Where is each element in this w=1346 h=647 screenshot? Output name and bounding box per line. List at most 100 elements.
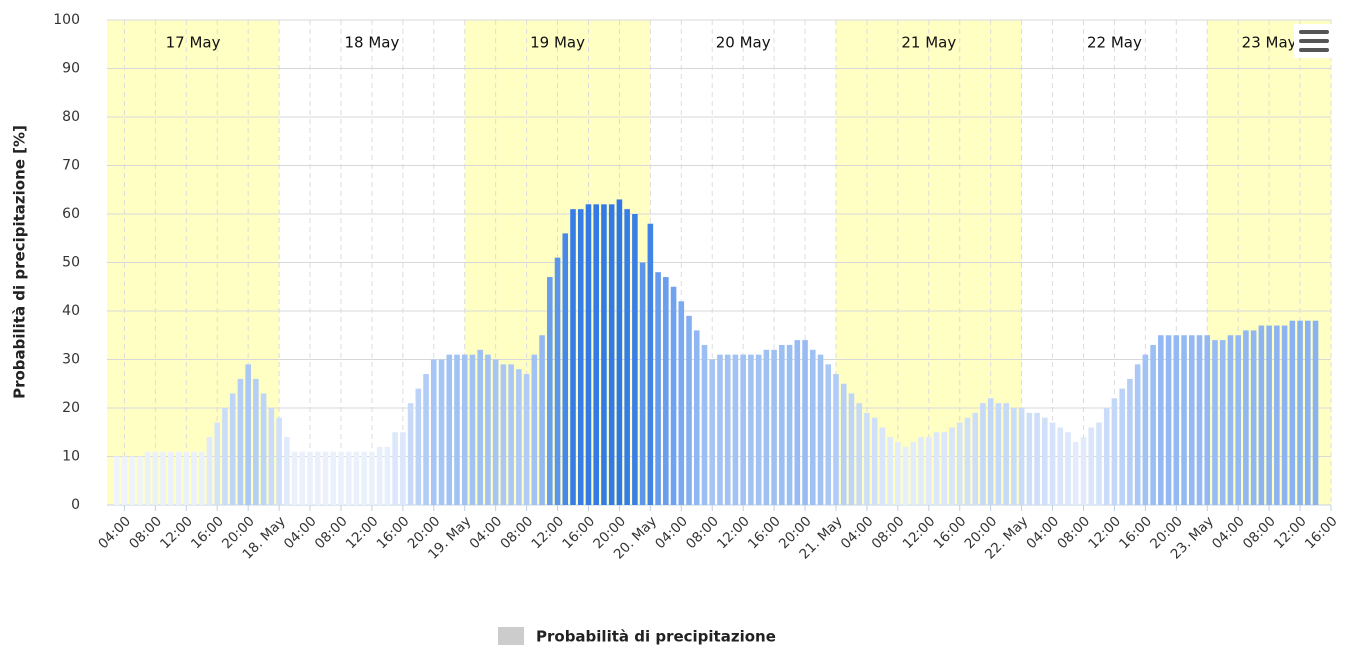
bar bbox=[794, 340, 801, 505]
bar bbox=[663, 277, 669, 505]
y-tick-label: 40 bbox=[62, 303, 80, 319]
bar bbox=[755, 354, 762, 505]
bar bbox=[817, 354, 824, 505]
bar bbox=[840, 383, 847, 505]
bar bbox=[585, 204, 592, 506]
bar bbox=[1173, 335, 1180, 505]
bar bbox=[1127, 378, 1133, 505]
bar bbox=[926, 437, 932, 505]
bar bbox=[825, 364, 832, 505]
bar bbox=[987, 398, 994, 505]
x-tick-label: 16:00 bbox=[1302, 513, 1341, 552]
x-tick-label: 12:00 bbox=[528, 513, 567, 552]
bar bbox=[1057, 427, 1064, 505]
bar bbox=[1165, 335, 1172, 505]
bar bbox=[461, 354, 468, 505]
bar bbox=[446, 354, 453, 505]
bar bbox=[639, 262, 646, 505]
bar bbox=[1289, 320, 1296, 505]
bar bbox=[307, 451, 313, 505]
bar bbox=[137, 456, 143, 505]
bar bbox=[933, 432, 940, 505]
bar bbox=[183, 451, 190, 505]
x-tick-label: 08:00 bbox=[1054, 513, 1093, 552]
x-tick-label: 12:00 bbox=[343, 513, 382, 552]
bar bbox=[980, 403, 986, 505]
bar bbox=[601, 204, 607, 506]
bar bbox=[1266, 325, 1272, 505]
bar bbox=[438, 359, 445, 505]
bar bbox=[547, 277, 553, 505]
bar bbox=[129, 456, 135, 505]
bar bbox=[748, 354, 754, 505]
bar bbox=[1235, 335, 1241, 505]
bar bbox=[701, 344, 708, 505]
x-tick-label: 04:00 bbox=[652, 513, 691, 552]
bar bbox=[206, 437, 213, 505]
bar bbox=[717, 354, 723, 505]
bar bbox=[1297, 320, 1303, 505]
y-tick-label: 20 bbox=[62, 400, 80, 416]
x-tick-label: 04:00 bbox=[466, 513, 505, 552]
bar bbox=[693, 330, 700, 505]
x-tick-label: 16:00 bbox=[1116, 513, 1155, 552]
bar bbox=[168, 451, 174, 505]
bar bbox=[245, 364, 251, 505]
bar bbox=[670, 286, 677, 505]
bar bbox=[214, 422, 221, 505]
x-tick-label: 08:00 bbox=[683, 513, 722, 552]
bar bbox=[1003, 403, 1009, 505]
bar bbox=[864, 412, 870, 505]
menu-button[interactable] bbox=[1294, 24, 1332, 58]
bar bbox=[1042, 417, 1048, 505]
bar bbox=[1034, 412, 1040, 505]
bar bbox=[1018, 408, 1025, 505]
bar bbox=[647, 223, 654, 505]
bar bbox=[477, 349, 483, 505]
y-tick-label: 30 bbox=[62, 352, 80, 368]
bar bbox=[330, 451, 337, 505]
bar bbox=[848, 393, 855, 505]
bar bbox=[895, 441, 901, 505]
x-tick-label: 12:00 bbox=[714, 513, 753, 552]
x-tick-label: 08:00 bbox=[869, 513, 908, 552]
bar bbox=[1049, 422, 1056, 505]
day-label: 20 May bbox=[716, 34, 771, 52]
bar bbox=[415, 388, 422, 505]
x-tick-label: 08:00 bbox=[312, 513, 351, 552]
x-tick-label: 04:00 bbox=[1209, 513, 1248, 552]
y-tick-label: 100 bbox=[53, 12, 80, 28]
bar bbox=[407, 403, 414, 505]
bar bbox=[941, 432, 948, 505]
bar bbox=[779, 344, 785, 505]
bar bbox=[1219, 340, 1226, 505]
bar bbox=[956, 422, 963, 505]
bar bbox=[152, 451, 159, 505]
bar bbox=[1150, 344, 1156, 505]
bar bbox=[1305, 320, 1311, 505]
x-tick-label: 12:00 bbox=[1271, 513, 1310, 552]
bar bbox=[1204, 335, 1211, 505]
bar bbox=[678, 301, 685, 505]
bar bbox=[284, 437, 290, 505]
bar bbox=[485, 354, 491, 505]
bar bbox=[1103, 408, 1110, 505]
bar bbox=[608, 204, 615, 506]
bar bbox=[516, 369, 522, 505]
bar bbox=[1111, 398, 1118, 505]
bar bbox=[144, 451, 151, 505]
bar bbox=[833, 374, 839, 505]
x-tick-label: 12:00 bbox=[1085, 513, 1124, 552]
bar bbox=[175, 451, 182, 505]
bar bbox=[709, 359, 716, 505]
x-tick-label: 16:00 bbox=[188, 513, 227, 552]
bar bbox=[577, 209, 584, 505]
bar bbox=[902, 446, 909, 505]
bar bbox=[113, 456, 120, 505]
bar bbox=[469, 354, 476, 505]
bar bbox=[198, 451, 205, 505]
bar bbox=[400, 432, 406, 505]
bar bbox=[624, 209, 630, 505]
bar bbox=[276, 417, 282, 505]
